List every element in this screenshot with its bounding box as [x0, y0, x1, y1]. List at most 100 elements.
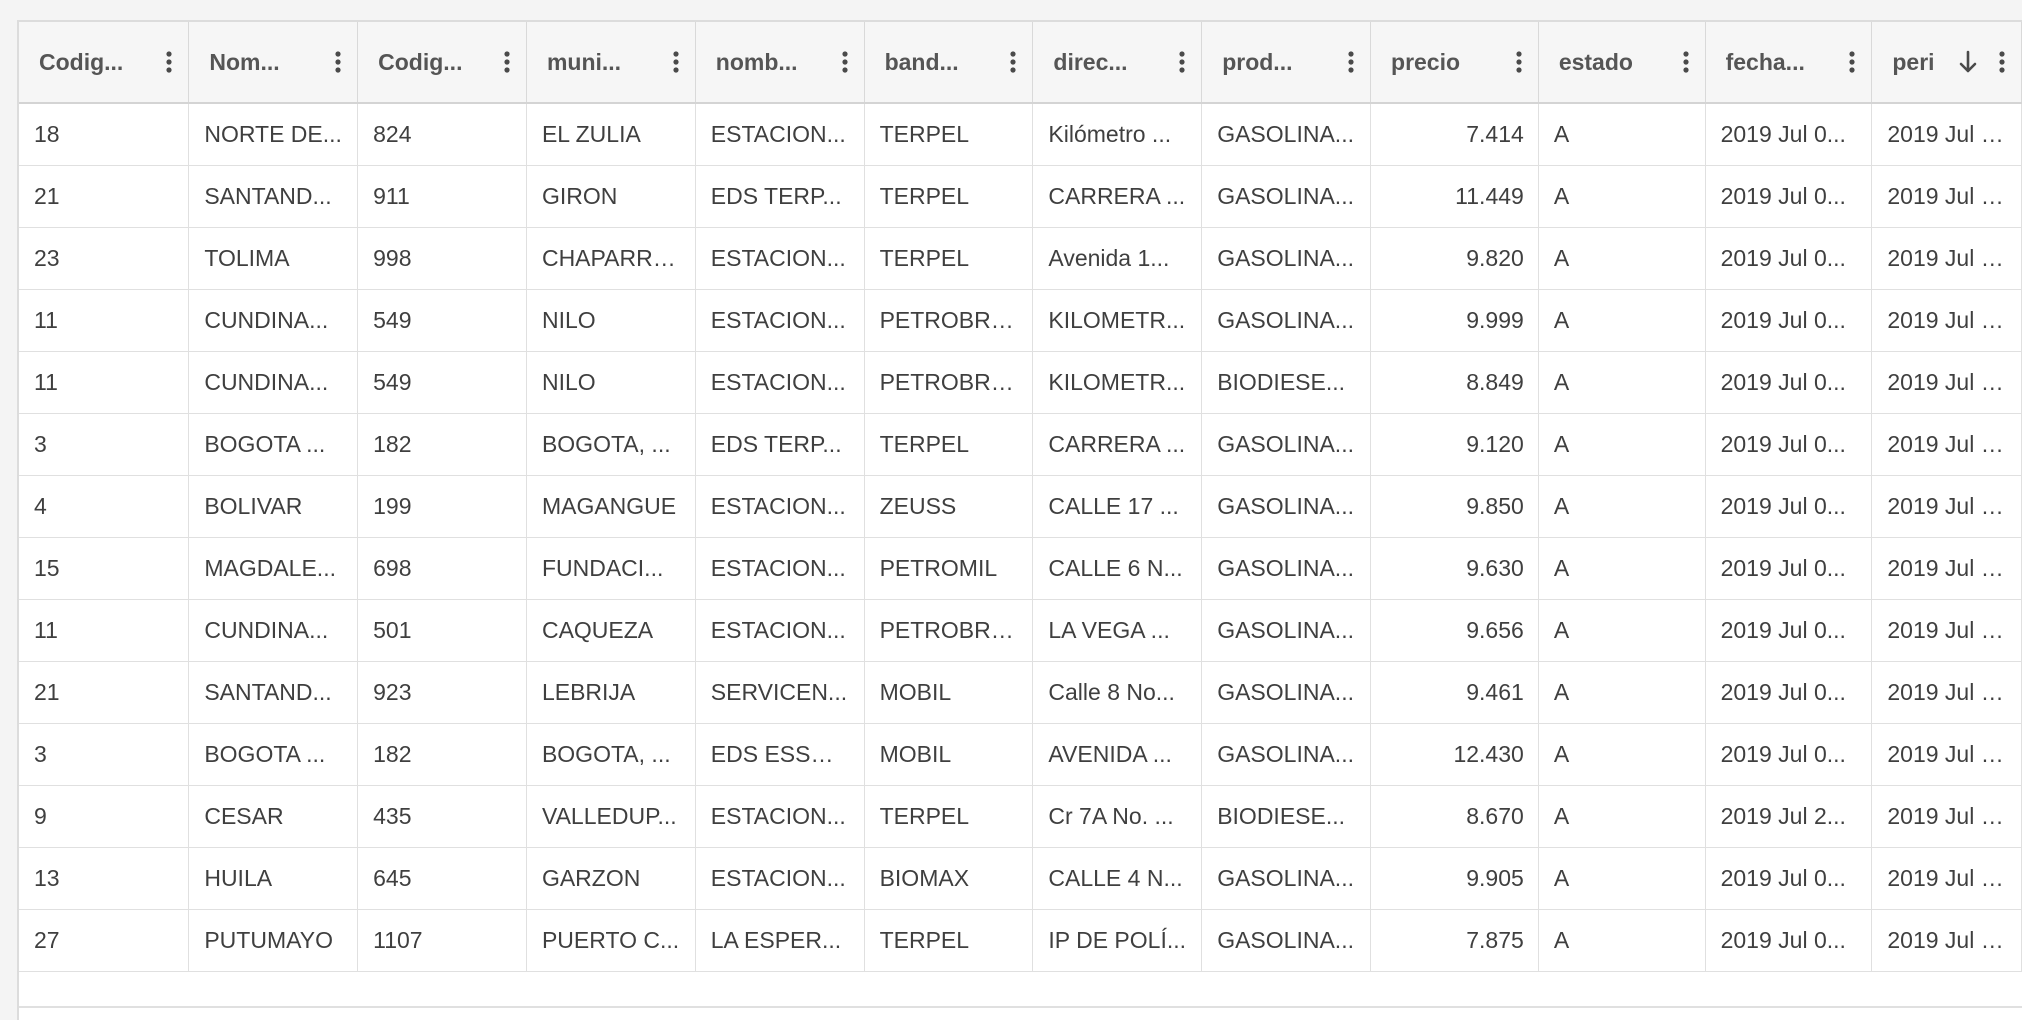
table-cell[interactable]: BIODIESE...: [1201, 785, 1372, 848]
table-cell[interactable]: GASOLINA...: [1201, 289, 1372, 352]
table-cell[interactable]: BOGOTA ...: [188, 723, 359, 786]
table-cell[interactable]: ESTACION...: [695, 351, 865, 414]
column-menu-icon[interactable]: [1993, 49, 2011, 75]
table-cell[interactable]: Calle 8 No...: [1032, 661, 1203, 724]
table-cell[interactable]: Avenida 1...: [1032, 227, 1203, 290]
table-cell[interactable]: 2019 Jul 0...: [1705, 909, 1873, 972]
column-menu-icon[interactable]: [667, 49, 685, 75]
table-cell[interactable]: 9.905: [1370, 847, 1539, 910]
table-cell[interactable]: 3: [19, 413, 190, 476]
table-cell[interactable]: GASOLINA...: [1201, 227, 1372, 290]
table-cell[interactable]: 2019 Jul 0...: [1871, 475, 2022, 538]
table-cell[interactable]: 998: [357, 227, 527, 290]
table-cell[interactable]: Kilómetro ...: [1032, 103, 1203, 166]
table-cell[interactable]: GARZON: [526, 847, 696, 910]
table-cell[interactable]: ESTACION...: [695, 785, 865, 848]
table-cell[interactable]: PUERTO C...: [526, 909, 696, 972]
table-cell[interactable]: EDS ESSO ...: [695, 723, 865, 786]
column-menu-icon[interactable]: [1004, 49, 1022, 75]
table-cell[interactable]: 23: [19, 227, 190, 290]
table-cell[interactable]: LA ESPER...: [695, 909, 865, 972]
table-cell[interactable]: Cr 7A No. ...: [1032, 785, 1203, 848]
table-cell[interactable]: BOGOTA ...: [188, 413, 359, 476]
table-cell[interactable]: A: [1538, 599, 1706, 662]
table-cell[interactable]: CUNDINA...: [188, 289, 359, 352]
table-cell[interactable]: LA VEGA ...: [1032, 599, 1203, 662]
column-header[interactable]: peri: [1871, 22, 2022, 104]
table-cell[interactable]: 501: [357, 599, 527, 662]
table-cell[interactable]: 4: [19, 475, 190, 538]
table-cell[interactable]: CARRERA ...: [1032, 165, 1203, 228]
table-cell[interactable]: 9.461: [1370, 661, 1539, 724]
table-cell[interactable]: 1107: [357, 909, 527, 972]
table-cell[interactable]: A: [1538, 785, 1706, 848]
table-cell[interactable]: 8.670: [1370, 785, 1539, 848]
table-cell[interactable]: 2019 Jul 0...: [1871, 785, 2022, 848]
table-cell[interactable]: NORTE DE...: [188, 103, 359, 166]
table-cell[interactable]: 11.449: [1370, 165, 1539, 228]
table-cell[interactable]: BIODIESE...: [1201, 351, 1372, 414]
table-cell[interactable]: 9.820: [1370, 227, 1539, 290]
table-cell[interactable]: 549: [357, 289, 527, 352]
table-cell[interactable]: 8.849: [1370, 351, 1539, 414]
table-cell[interactable]: ESTACION...: [695, 227, 865, 290]
table-cell[interactable]: A: [1538, 723, 1706, 786]
table-cell[interactable]: CARRERA ...: [1032, 413, 1203, 476]
table-cell[interactable]: A: [1538, 165, 1706, 228]
sort-descending-icon[interactable]: [1957, 49, 1979, 75]
table-row[interactable]: 27 PUTUMAYO 1107 PUERTO C... LA ESPER... TERP…: [19, 909, 2022, 972]
table-cell[interactable]: 27: [19, 909, 190, 972]
table-cell[interactable]: KILOMETR...: [1032, 289, 1203, 352]
column-header[interactable]: Nom...: [188, 22, 359, 104]
table-cell[interactable]: A: [1538, 289, 1706, 352]
table-cell[interactable]: 698: [357, 537, 527, 600]
table-cell[interactable]: CALLE 17 ...: [1032, 475, 1203, 538]
table-cell[interactable]: TERPEL: [864, 785, 1034, 848]
table-cell[interactable]: KILOMETR...: [1032, 351, 1203, 414]
table-cell[interactable]: ESTACION...: [695, 103, 865, 166]
table-cell[interactable]: 2019 Jul 2...: [1705, 785, 1873, 848]
table-cell[interactable]: HUILA: [188, 847, 359, 910]
table-cell[interactable]: ESTACION...: [695, 537, 865, 600]
table-cell[interactable]: IP DE POLÍ...: [1032, 909, 1203, 972]
table-cell[interactable]: CUNDINA...: [188, 351, 359, 414]
table-row[interactable]: 9 CESAR 435 VALLEDUP... ESTACION... TERPEL Cr …: [19, 785, 2022, 848]
table-cell[interactable]: TERPEL: [864, 165, 1034, 228]
table-cell[interactable]: CALLE 6 N...: [1032, 537, 1203, 600]
table-cell[interactable]: 9.999: [1370, 289, 1539, 352]
table-cell[interactable]: EDS TERP...: [695, 165, 865, 228]
table-cell[interactable]: A: [1538, 661, 1706, 724]
table-cell[interactable]: 11: [19, 289, 190, 352]
table-cell[interactable]: GASOLINA...: [1201, 661, 1372, 724]
table-cell[interactable]: CHAPARRAL: [526, 227, 696, 290]
table-cell[interactable]: 435: [357, 785, 527, 848]
table-cell[interactable]: 2019 Jul 0...: [1705, 165, 1873, 228]
table-cell[interactable]: TERPEL: [864, 227, 1034, 290]
table-cell[interactable]: A: [1538, 351, 1706, 414]
table-cell[interactable]: AVENIDA ...: [1032, 723, 1203, 786]
column-menu-icon[interactable]: [1843, 49, 1861, 75]
table-cell[interactable]: BOGOTA, ...: [526, 413, 696, 476]
table-row[interactable]: 18 NORTE DE... 824 EL ZULIA ESTACION... TERPE…: [19, 103, 2022, 166]
column-header[interactable]: fecha...: [1705, 22, 1873, 104]
table-cell[interactable]: GASOLINA...: [1201, 723, 1372, 786]
table-cell[interactable]: PETROBRAS: [864, 351, 1034, 414]
column-menu-icon[interactable]: [160, 49, 178, 75]
table-cell[interactable]: 182: [357, 723, 527, 786]
table-cell[interactable]: NILO: [526, 351, 696, 414]
table-cell[interactable]: 18: [19, 103, 190, 166]
table-cell[interactable]: 9: [19, 785, 190, 848]
table-cell[interactable]: FUNDACI...: [526, 537, 696, 600]
table-cell[interactable]: SANTAND...: [188, 661, 359, 724]
table-cell[interactable]: ZEUSS: [864, 475, 1034, 538]
table-cell[interactable]: TERPEL: [864, 103, 1034, 166]
column-header[interactable]: nomb...: [695, 22, 865, 104]
table-cell[interactable]: 21: [19, 165, 190, 228]
table-cell[interactable]: 2019 Jul 0...: [1871, 537, 2022, 600]
table-cell[interactable]: 11: [19, 351, 190, 414]
table-cell[interactable]: 2019 Jul 0...: [1705, 847, 1873, 910]
table-cell[interactable]: GASOLINA...: [1201, 413, 1372, 476]
table-cell[interactable]: 923: [357, 661, 527, 724]
table-cell[interactable]: A: [1538, 909, 1706, 972]
table-cell[interactable]: 645: [357, 847, 527, 910]
